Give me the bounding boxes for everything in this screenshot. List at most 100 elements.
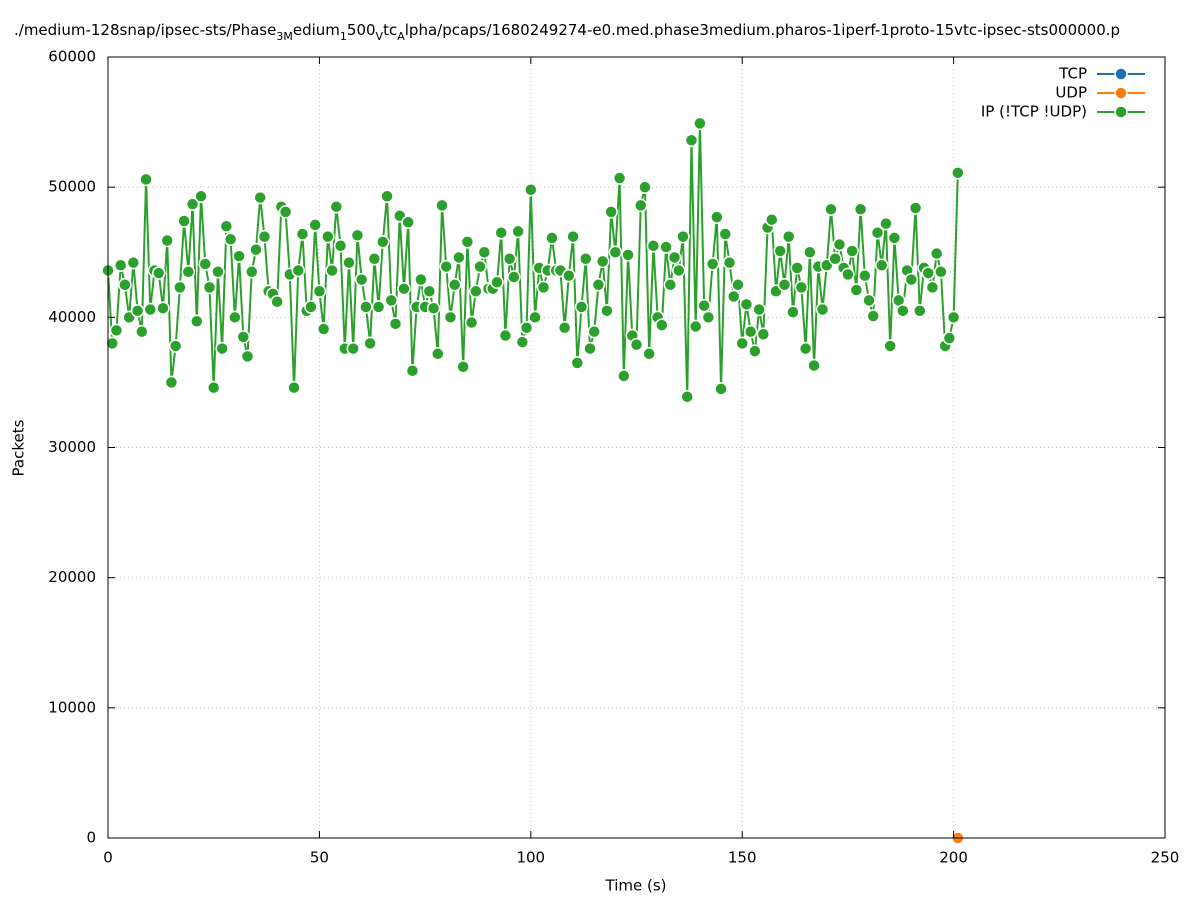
- data-point: [688, 319, 703, 334]
- data-point: [629, 337, 644, 352]
- data-point: [883, 339, 897, 353]
- data-point: [190, 314, 204, 328]
- data-point: [236, 330, 251, 344]
- data-point: [240, 349, 255, 364]
- legend-marker: [1114, 105, 1128, 119]
- data-point: [570, 356, 585, 370]
- y-tick-label: 40000: [48, 308, 96, 326]
- data-point: [638, 180, 652, 194]
- data-point: [545, 231, 559, 245]
- data-point: [718, 227, 733, 241]
- data-point: [249, 242, 263, 257]
- data-point: [511, 224, 525, 239]
- data-point: [253, 190, 267, 205]
- data-point: [143, 302, 158, 317]
- data-point: [524, 183, 538, 197]
- data-point: [621, 248, 635, 262]
- data-point: [350, 228, 365, 243]
- data-point: [929, 246, 944, 261]
- data-point: [587, 324, 601, 339]
- data-point: [257, 229, 272, 244]
- y-tick-label: 10000: [48, 698, 96, 716]
- data-point: [464, 315, 479, 330]
- title-part: 500: [347, 21, 376, 39]
- data-point: [693, 116, 707, 131]
- data-point: [765, 212, 779, 227]
- data-point: [874, 258, 889, 273]
- title-part: 3M: [276, 30, 293, 43]
- data-point: [139, 172, 153, 187]
- data-point: [291, 263, 306, 278]
- data-point: [316, 322, 331, 336]
- data-point: [232, 249, 246, 263]
- title-part: edium: [293, 21, 340, 39]
- data-point: [177, 214, 191, 228]
- data-point: [156, 301, 170, 315]
- data-point: [460, 235, 475, 249]
- title-part: A: [397, 30, 405, 43]
- data-point: [849, 283, 864, 297]
- legend-label: TCP: [1058, 65, 1087, 83]
- data-point: [913, 304, 927, 318]
- data-point: [904, 272, 919, 287]
- data-point: [422, 284, 437, 299]
- data-point: [325, 263, 339, 278]
- data-point: [794, 280, 809, 295]
- data-point: [756, 327, 771, 342]
- data-point: [287, 380, 301, 395]
- data-point: [562, 268, 576, 283]
- data-point: [680, 389, 694, 404]
- data-point: [612, 171, 627, 185]
- data-point: [925, 280, 940, 295]
- data-point: [135, 324, 149, 339]
- data-point: [595, 254, 610, 269]
- data-point: [130, 304, 145, 318]
- data-point: [312, 284, 327, 299]
- title-part: ./medium-128snap/ipsec-sts/Phase: [14, 21, 276, 39]
- data-point: [443, 310, 458, 325]
- data-point: [447, 278, 462, 292]
- x-tick-label: 0: [103, 849, 113, 867]
- legend-marker: [1114, 67, 1128, 81]
- y-tick-label: 30000: [48, 438, 96, 456]
- data-point: [198, 257, 212, 271]
- data-point: [490, 275, 504, 289]
- data-point: [304, 300, 318, 314]
- data-point: [414, 272, 428, 287]
- data-point: [591, 278, 606, 292]
- data-point: [887, 231, 902, 245]
- data-point: [655, 318, 669, 332]
- data-point: [388, 317, 403, 331]
- data-point: [870, 225, 885, 240]
- data-point: [790, 261, 804, 275]
- data-point: [946, 310, 961, 325]
- data-point: [934, 265, 948, 279]
- title-part: V: [376, 30, 384, 43]
- data-point: [583, 341, 597, 356]
- data-point: [579, 252, 593, 266]
- x-axis-label: Time (s): [605, 877, 667, 895]
- data-point: [824, 202, 838, 217]
- data-point: [646, 238, 661, 253]
- data-point: [574, 300, 589, 314]
- data-point: [469, 284, 483, 299]
- data-point: [896, 304, 910, 318]
- data-point: [384, 293, 399, 308]
- data-point: [206, 380, 221, 395]
- y-tick-label: 20000: [48, 568, 96, 586]
- data-point: [168, 339, 183, 353]
- data-point: [663, 278, 678, 292]
- data-point: [359, 300, 373, 314]
- data-point: [494, 225, 508, 240]
- data-point: [672, 263, 686, 278]
- data-point: [908, 201, 923, 215]
- data-point: [777, 278, 792, 292]
- data-point: [160, 233, 174, 248]
- data-point: [151, 266, 166, 280]
- data-point: [164, 375, 179, 390]
- data-point: [701, 310, 716, 325]
- data-point: [853, 202, 868, 217]
- data-point: [202, 280, 217, 295]
- data-point: [667, 250, 682, 265]
